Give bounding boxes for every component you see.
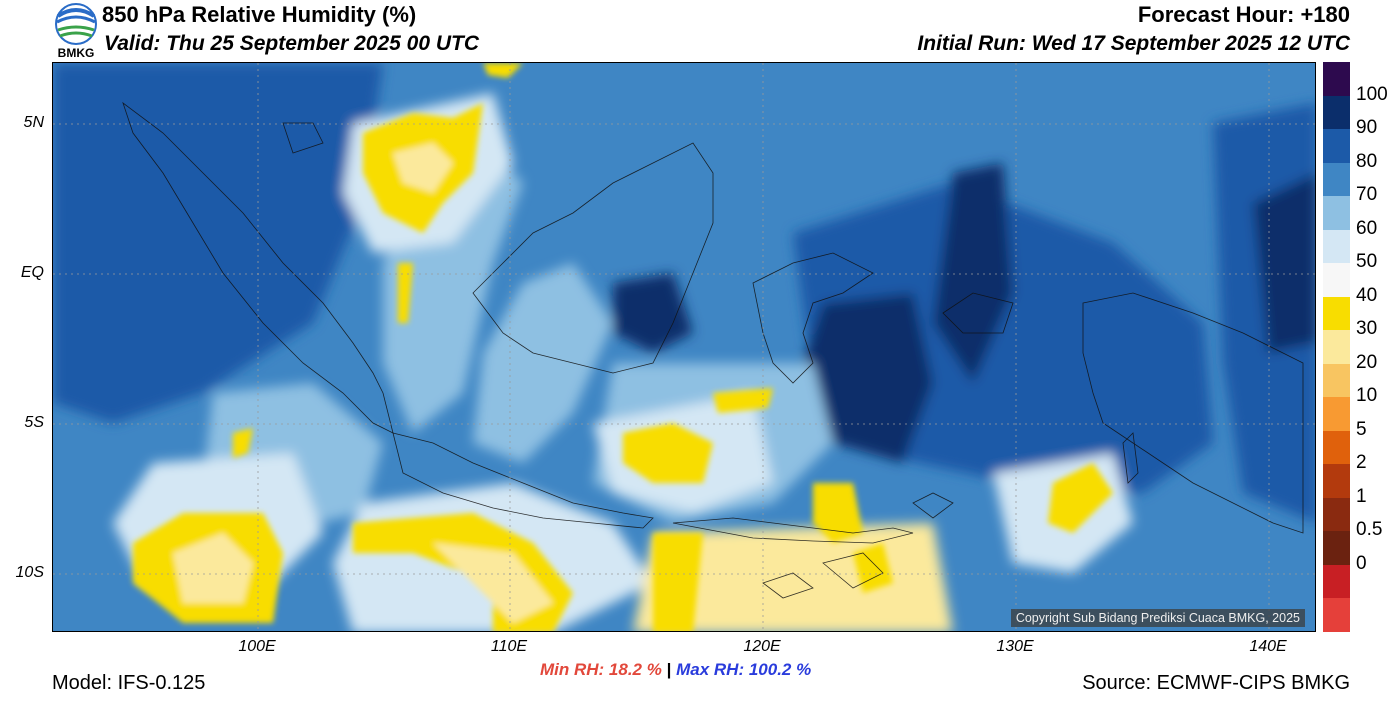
colorbar-label: 50 [1356,251,1378,273]
min-rh: Min RH: 18.2 % [540,660,662,679]
lat-label-5n: 5N [23,114,44,131]
model-label: Model: IFS-0.125 [52,672,206,694]
lon-label-120e: 120E [743,638,781,655]
colorbar-label: 0.5 [1356,519,1383,541]
colorbar-segment [1323,162,1350,197]
colorbar-label: 60 [1356,217,1378,239]
colorbar-label: 70 [1356,184,1378,206]
colorbar [1323,62,1350,633]
colorbar-segment [1323,531,1350,566]
humidity-map: Copyright Sub Bidang Prediksi Cuaca BMKG… [52,62,1316,632]
lat-label-10s: 10S [15,564,44,581]
lat-label-5s: 5S [24,414,44,431]
colorbar-segment [1323,598,1350,633]
colorbar-segment [1323,330,1350,365]
colorbar-label: 2 [1356,452,1367,474]
lon-label-100e: 100E [238,638,276,655]
lon-label-140e: 140E [1249,638,1287,655]
colorbar-segment [1323,464,1350,499]
colorbar-label: 5 [1356,418,1367,440]
map-title: 850 hPa Relative Humidity (%) [102,2,417,27]
valid-time: Valid: Thu 25 September 2025 00 UTC [104,32,480,55]
colorbar-label: 40 [1356,284,1378,306]
colorbar-segment [1323,263,1350,298]
forecast-hour: Forecast Hour: +180 [1137,2,1350,27]
colorbar-label: 100 [1356,83,1388,105]
colorbar-segment [1323,129,1350,164]
lon-label-110e: 110E [490,638,528,655]
lat-label-eq: EQ [20,264,44,281]
initial-run: Initial Run: Wed 17 September 2025 12 UT… [917,32,1350,55]
colorbar-segment [1323,430,1350,465]
colorbar-segment [1323,62,1350,97]
colorbar-label: 20 [1356,351,1378,373]
colorbar-segment [1323,95,1350,130]
source-label: Source: ECMWF-CIPS BMKG [1082,672,1350,694]
colorbar-segment [1323,363,1350,398]
colorbar-segment [1323,296,1350,331]
colorbar-segment [1323,196,1350,231]
lon-label-130e: 130E [996,638,1034,655]
stats-separator: | [666,660,672,679]
colorbar-segment [1323,397,1350,432]
colorbar-label: 0 [1356,552,1367,574]
colorbar-label: 10 [1356,385,1378,407]
colorbar-label: 1 [1356,485,1367,507]
colorbar-label: 30 [1356,318,1378,340]
colorbar-segment [1323,564,1350,599]
colorbar-segment [1323,229,1350,264]
colorbar-segment [1323,497,1350,532]
max-rh: Max RH: 100.2 % [676,660,812,679]
colorbar-label: 80 [1356,150,1378,172]
bmkg-logo: BMKG [52,2,100,60]
copyright-label: Copyright Sub Bidang Prediksi Cuaca BMKG… [1010,609,1305,627]
rh-stats: Min RH: 18.2 % | Max RH: 100.2 % [540,660,811,680]
logo-text: BMKG [57,46,95,60]
colorbar-label: 90 [1356,117,1378,139]
